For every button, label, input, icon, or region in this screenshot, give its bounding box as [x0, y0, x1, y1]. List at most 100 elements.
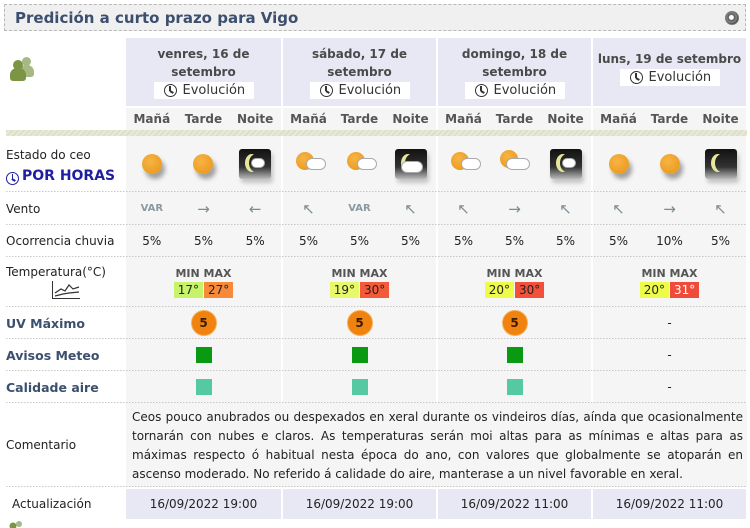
sun-cloud-icon: [439, 144, 489, 184]
minmax-label: MIN MAX: [331, 266, 388, 280]
alerts-label: Avisos Meteo: [6, 347, 100, 363]
sky-row: Estado do ceo POR HORAS: [6, 136, 747, 192]
wind-arrow-icon: ↖: [612, 199, 625, 218]
evolution-label: Evolución: [493, 83, 557, 98]
sunny-icon: [594, 144, 644, 184]
wind-arrow-icon: ↖: [714, 199, 727, 218]
sunny-icon: [178, 144, 228, 184]
alert-level-square[interactable]: [351, 347, 368, 363]
air-quality-square[interactable]: [195, 379, 212, 395]
rain-value: 10%: [656, 234, 683, 248]
temp-max: 30°: [515, 281, 545, 298]
temp-max: 27°: [204, 281, 234, 298]
users-icon: [10, 56, 38, 84]
rain-value: 5%: [504, 234, 525, 248]
period-label: Mañá: [133, 112, 171, 126]
period-label: Noite: [392, 112, 429, 126]
temp-min: 19°: [329, 281, 359, 298]
period-label: Mañá: [290, 112, 327, 126]
sunny-icon: [127, 144, 177, 184]
night-cloudy-icon: [386, 144, 436, 184]
rain-row: Ocorrencia chuvia 5% 5% 5% 5% 5% 5% 5% 5% 5% 5…: [6, 225, 747, 257]
minmax-label: MIN MAX: [175, 266, 232, 280]
sun-cloud-icon: [284, 144, 334, 184]
temperature-chart-icon[interactable]: [52, 281, 80, 299]
users-icon-cell: [6, 38, 126, 106]
period-label: Noite: [702, 112, 739, 126]
period-label: Noite: [547, 112, 584, 126]
rain-value: 5%: [608, 234, 629, 248]
por-horas-link[interactable]: POR HORAS: [6, 168, 126, 185]
wind-row: Vento VAR → ← ↖ VAR ↖ ↖ → ↖ ↖ → ↖: [6, 192, 747, 225]
alert-value: -: [667, 348, 672, 362]
temperature-row: Temperatura(°C) MIN MAX 17° 27° MIN MAX 1…: [6, 257, 747, 307]
air-quality-label: Calidade aire: [6, 379, 99, 395]
night-partly-cloudy-icon: [230, 144, 280, 184]
title-bar: Predición a curto prazo para Vigo: [4, 4, 746, 31]
sky-label: Estado do ceo: [6, 147, 91, 162]
minmax-label: MIN MAX: [486, 266, 543, 280]
period-label: Tarde: [184, 112, 223, 126]
alert-level-square[interactable]: [195, 347, 212, 363]
day-name: venres, 16 de setembro: [157, 47, 250, 79]
collapse-toggle-icon[interactable]: [725, 10, 739, 25]
rain-value: 5%: [349, 234, 370, 248]
update-time: 16/09/2022 19:00: [126, 489, 281, 519]
wind-arrow-icon: ←: [248, 199, 262, 218]
temp-min: 20°: [639, 281, 669, 298]
evolution-button[interactable]: Evolución: [153, 82, 254, 99]
comment-text: Ceos pouco anubrados ou despexados en xe…: [126, 403, 747, 487]
rain-value: 5%: [710, 234, 731, 248]
days-header-row: venres, 16 de setembro Evolución sábado,…: [6, 38, 747, 106]
update-row: Actualización 16/09/2022 19:00 16/09/202…: [6, 489, 747, 519]
rain-value: 5%: [400, 234, 421, 248]
evolution-button[interactable]: Evolución: [464, 82, 565, 99]
por-horas-label: POR HORAS: [22, 168, 116, 184]
day-header: sábado, 17 de setembro Evolución: [281, 38, 436, 106]
clock-icon: [6, 171, 19, 185]
sunny-icon: [645, 144, 695, 184]
clock-icon: [163, 84, 177, 97]
evolution-label: Evolución: [182, 83, 246, 98]
uv-row: UV Máximo 5 5 5 -: [6, 307, 747, 339]
evolution-button[interactable]: Evolución: [309, 82, 410, 99]
day-header: venres, 16 de setembro Evolución: [126, 38, 281, 106]
day-name: sábado, 17 de setembro: [311, 47, 408, 79]
period-label: Tarde: [495, 112, 534, 126]
rain-value: 5%: [453, 234, 474, 248]
forecast-table: venres, 16 de setembro Evolución sábado,…: [6, 38, 747, 519]
clock-icon: [319, 84, 333, 97]
rain-value: 5%: [555, 234, 576, 248]
period-label: Tarde: [340, 112, 379, 126]
temp-max: 30°: [360, 281, 390, 298]
uv-badge: 5: [501, 310, 528, 336]
period-label: Tarde: [650, 112, 689, 126]
air-quality-value: -: [667, 380, 672, 394]
evolution-label: Evolución: [338, 83, 402, 98]
uv-badge: 5: [346, 310, 373, 336]
temperature-label: Temperatura(°C): [6, 265, 106, 279]
update-label: Actualización: [12, 497, 92, 511]
air-quality-square[interactable]: [351, 379, 368, 395]
temp-min: 20°: [484, 281, 514, 298]
sun-clouds-icon: [490, 144, 540, 184]
wind-arrow-icon: ↖: [404, 199, 417, 218]
rain-value: 5%: [193, 234, 213, 248]
wind-arrow-icon: ↖: [559, 199, 572, 218]
clock-icon: [474, 84, 488, 97]
wind-variable: VAR: [140, 203, 164, 214]
air-quality-square[interactable]: [506, 379, 523, 395]
air-quality-row: Calidade aire -: [6, 371, 747, 403]
wind-arrow-icon: ↖: [457, 199, 470, 218]
period-label: Mañá: [600, 112, 637, 126]
rain-label: Ocorrencia chuvia: [6, 234, 115, 248]
day-name: domingo, 18 de setembro: [461, 47, 568, 79]
minmax-label: MIN MAX: [641, 266, 698, 280]
alert-level-square[interactable]: [506, 347, 523, 363]
sun-cloud-icon: [335, 144, 385, 184]
period-label: Noite: [237, 112, 274, 126]
comment-row: Comentario Ceos pouco anubrados ou despe…: [6, 403, 747, 487]
wind-arrow-icon: →: [508, 199, 521, 218]
night-partly-cloudy-icon: [541, 144, 591, 184]
evolution-button[interactable]: Evolución: [619, 69, 720, 86]
